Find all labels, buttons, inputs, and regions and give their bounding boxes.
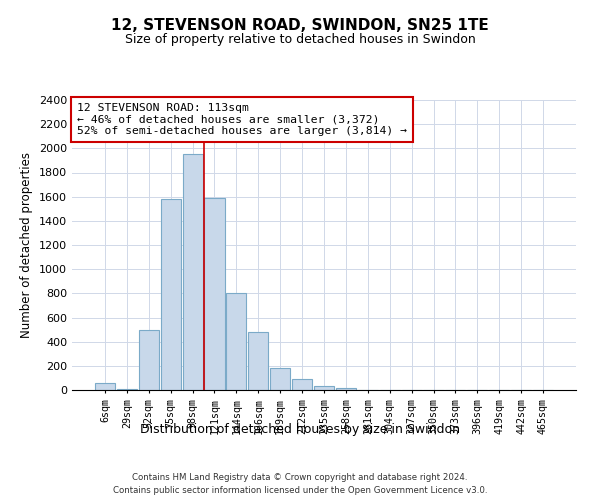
Bar	[270, 368, 290, 390]
Bar	[248, 332, 268, 390]
Bar	[161, 199, 181, 390]
Bar	[226, 294, 247, 390]
Bar	[117, 389, 137, 390]
Text: Contains HM Land Registry data © Crown copyright and database right 2024.: Contains HM Land Registry data © Crown c…	[132, 472, 468, 482]
Bar	[336, 388, 356, 390]
Bar	[292, 379, 312, 390]
Text: Contains public sector information licensed under the Open Government Licence v3: Contains public sector information licen…	[113, 486, 487, 495]
Y-axis label: Number of detached properties: Number of detached properties	[20, 152, 34, 338]
Bar	[205, 198, 224, 390]
Text: Size of property relative to detached houses in Swindon: Size of property relative to detached ho…	[125, 32, 475, 46]
Text: 12, STEVENSON ROAD, SWINDON, SN25 1TE: 12, STEVENSON ROAD, SWINDON, SN25 1TE	[111, 18, 489, 32]
Text: Distribution of detached houses by size in Swindon: Distribution of detached houses by size …	[140, 422, 460, 436]
Bar	[139, 330, 159, 390]
Text: 12 STEVENSON ROAD: 113sqm
← 46% of detached houses are smaller (3,372)
52% of se: 12 STEVENSON ROAD: 113sqm ← 46% of detac…	[77, 103, 407, 136]
Bar	[314, 386, 334, 390]
Bar	[182, 154, 203, 390]
Bar	[95, 384, 115, 390]
